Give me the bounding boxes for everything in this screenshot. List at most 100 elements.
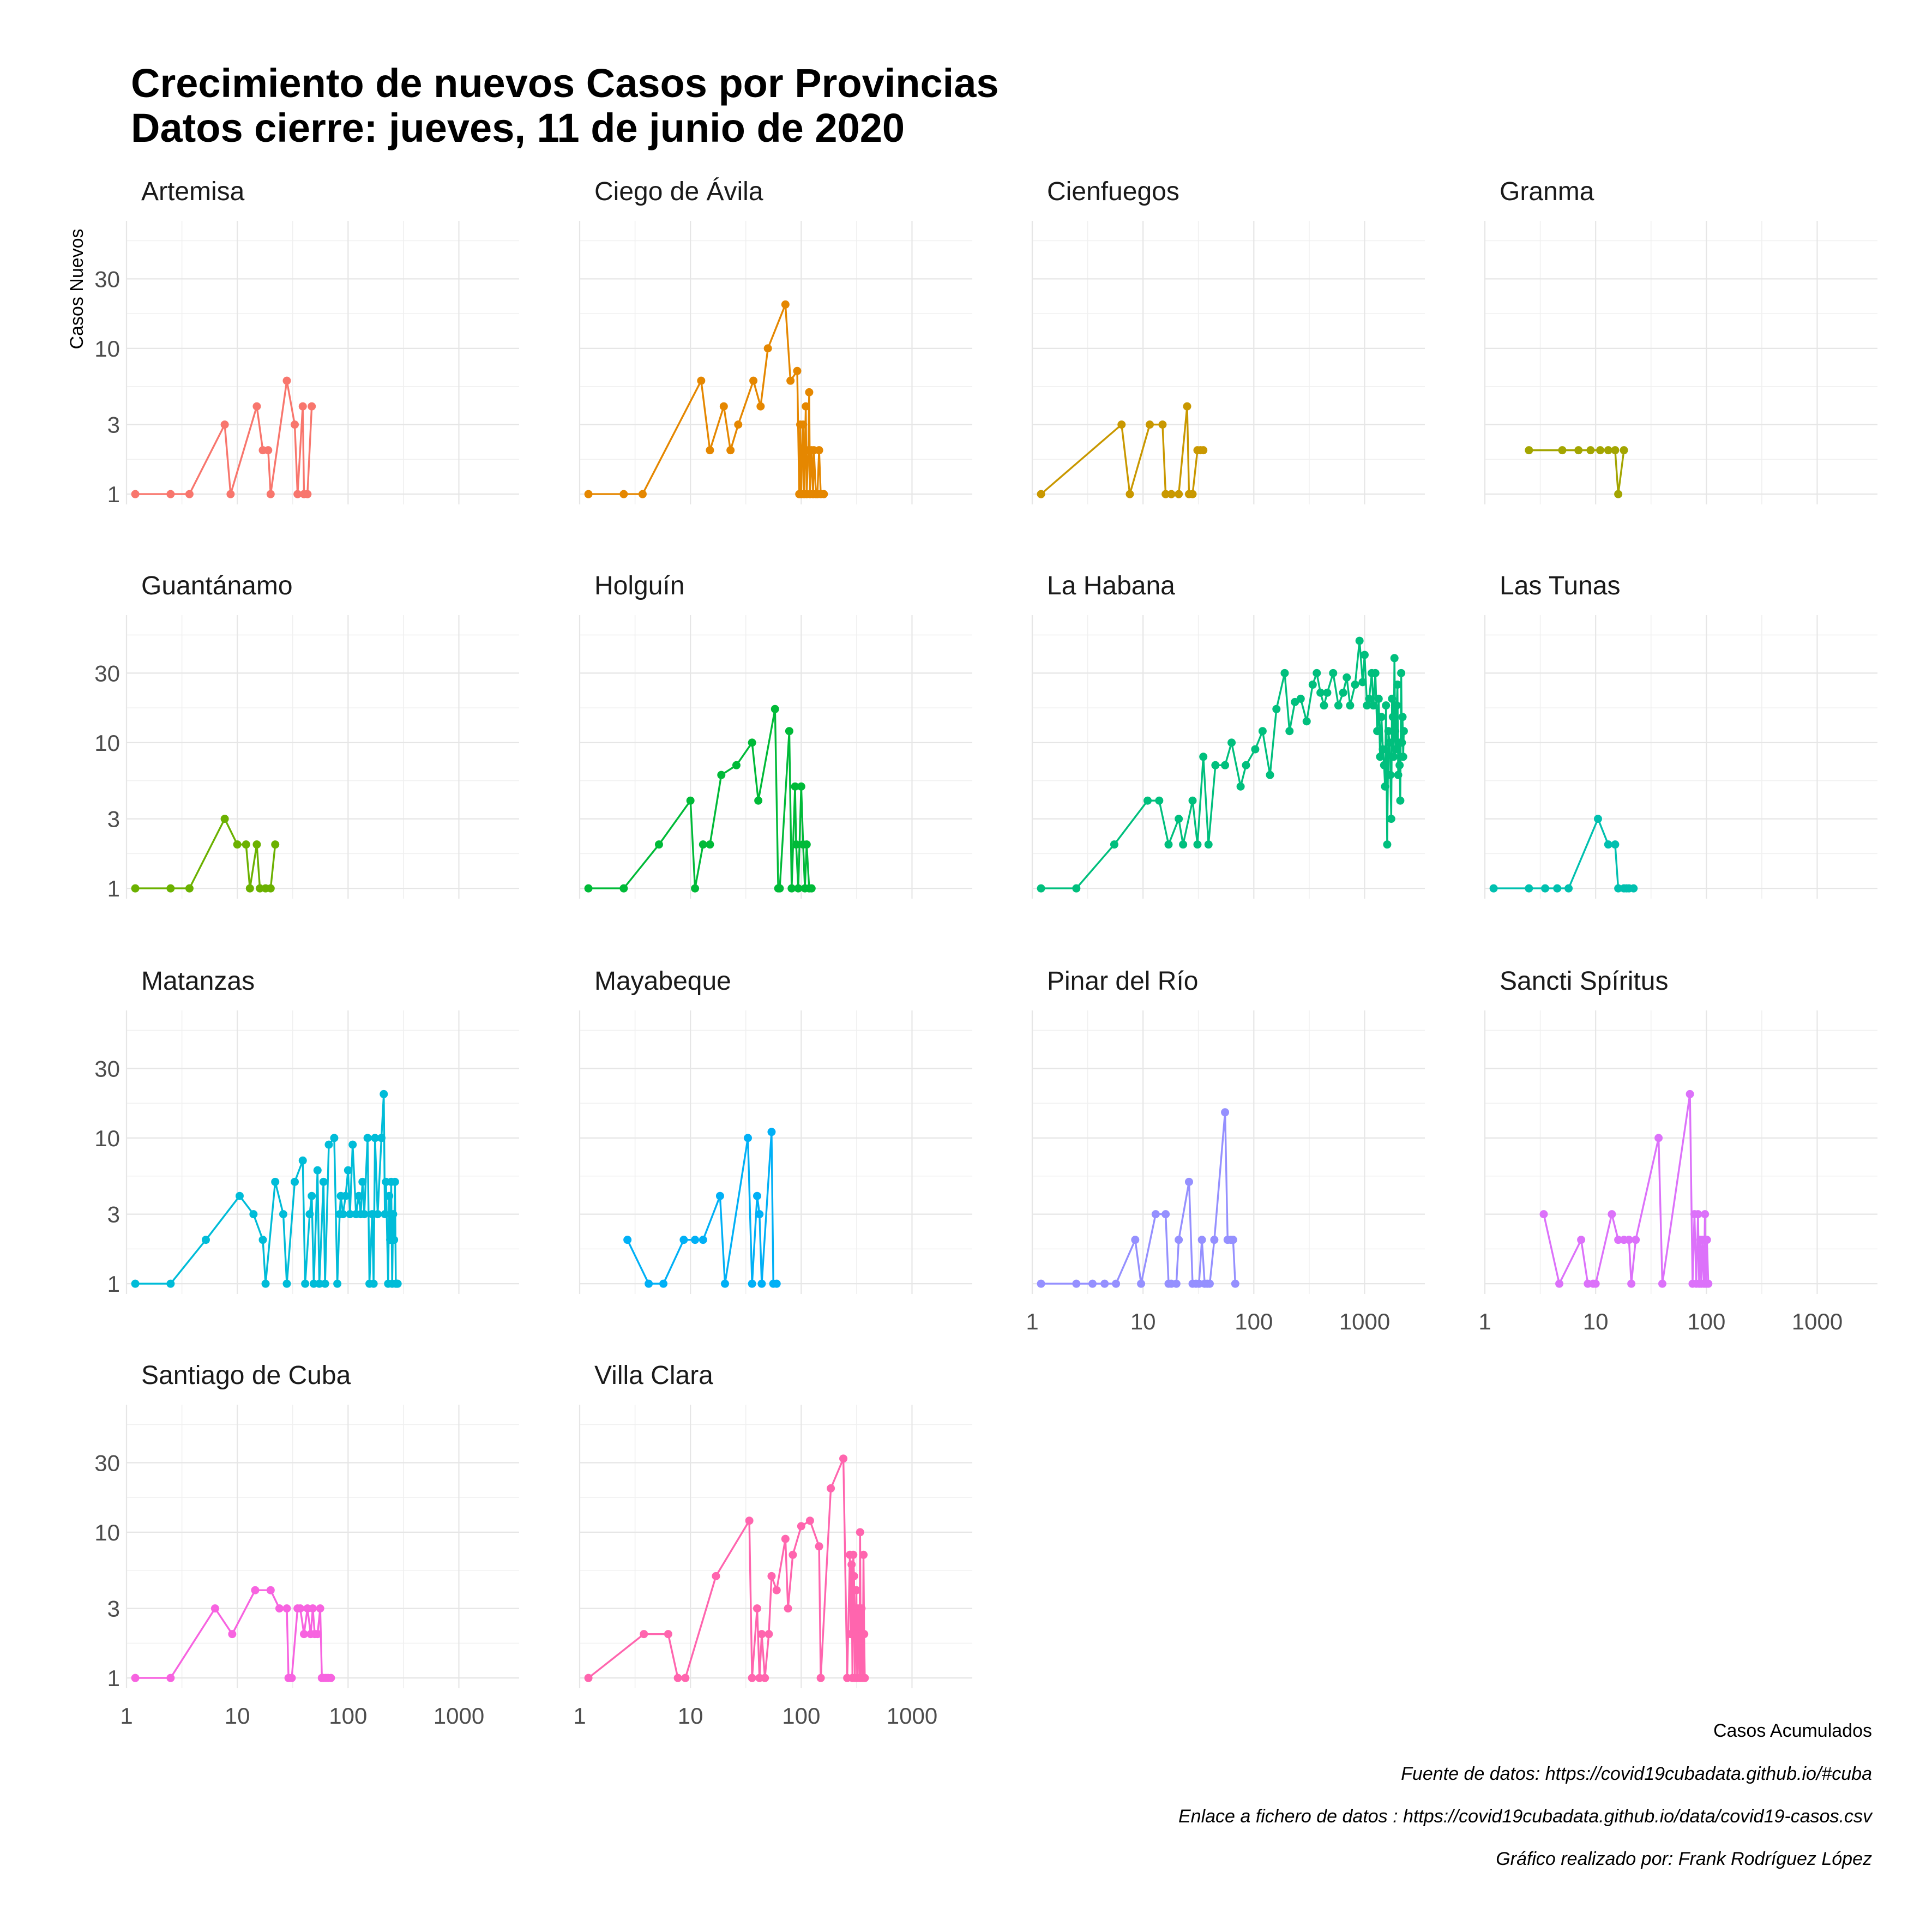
- data-point: [686, 796, 695, 805]
- data-point: [1701, 1210, 1710, 1219]
- data-point: [1614, 1236, 1623, 1244]
- data-point: [360, 1210, 369, 1219]
- x-tick-label: 1: [573, 1703, 586, 1729]
- data-point: [794, 884, 803, 893]
- series-line: [135, 380, 313, 495]
- data-point: [1343, 673, 1351, 682]
- data-point: [358, 1177, 367, 1186]
- data-point: [691, 884, 700, 893]
- data-point: [308, 402, 316, 411]
- data-point: [1593, 815, 1602, 823]
- data-point: [258, 1236, 267, 1244]
- data-point: [380, 1090, 388, 1098]
- data-point: [1258, 727, 1267, 736]
- series-line: [588, 1458, 866, 1679]
- panel-title: Mayabeque: [594, 967, 731, 996]
- panel-title: Cienfuegos: [1047, 177, 1179, 206]
- data-point: [381, 1210, 389, 1219]
- data-point: [802, 840, 811, 849]
- data-point: [266, 490, 275, 498]
- data-point: [1386, 771, 1395, 779]
- data-point: [1383, 840, 1392, 849]
- data-point: [786, 376, 795, 385]
- data-point: [301, 1279, 310, 1288]
- data-point: [1374, 694, 1383, 703]
- data-point: [1624, 1236, 1633, 1244]
- data-point: [369, 1279, 378, 1288]
- x-tick-label: 1: [120, 1703, 133, 1729]
- data-point: [1391, 727, 1400, 736]
- data-point: [313, 1630, 322, 1639]
- data-point: [789, 1550, 797, 1559]
- data-point: [1398, 738, 1406, 747]
- data-point: [1296, 694, 1305, 703]
- series-line: [135, 1093, 398, 1285]
- panel-title: Guantánamo: [141, 571, 293, 600]
- data-point: [1183, 402, 1191, 411]
- data-point: [1221, 761, 1230, 769]
- data-point: [1313, 669, 1321, 677]
- data-point: [1381, 782, 1389, 791]
- data-point: [699, 840, 707, 849]
- data-point: [1199, 446, 1208, 455]
- data-point: [1158, 420, 1167, 429]
- data-point: [1396, 796, 1405, 805]
- data-point: [235, 1191, 244, 1200]
- data-point: [1686, 1090, 1694, 1098]
- data-point: [374, 1210, 382, 1219]
- data-point: [619, 884, 628, 893]
- data-point: [619, 490, 628, 498]
- x-tick-label: 100: [1235, 1309, 1273, 1334]
- data-point: [784, 1604, 792, 1613]
- y-tick-label: 30: [94, 1056, 120, 1081]
- data-point: [1355, 636, 1364, 645]
- data-point: [757, 1630, 766, 1639]
- data-point: [1369, 701, 1378, 710]
- data-point: [264, 446, 273, 455]
- data-point: [792, 840, 801, 849]
- data-point: [1184, 1177, 1193, 1186]
- y-tick-label: 10: [94, 1126, 120, 1151]
- data-point: [1334, 701, 1343, 710]
- data-point: [242, 840, 250, 849]
- panel-matanzas: Matanzas 1 3 10 30: [94, 967, 519, 1297]
- data-point: [308, 1191, 316, 1200]
- data-point: [131, 490, 140, 498]
- data-point: [745, 1516, 754, 1525]
- panel-guantanamo: Guantánamo 1 3 10 30: [94, 571, 519, 901]
- data-point: [1380, 761, 1388, 769]
- data-point: [1620, 446, 1628, 455]
- data-point: [1393, 681, 1402, 689]
- data-point: [299, 1630, 308, 1639]
- data-point: [584, 884, 593, 893]
- data-point: [266, 884, 275, 893]
- data-point: [1385, 738, 1394, 747]
- data-point: [753, 1604, 761, 1613]
- data-point: [679, 1236, 688, 1244]
- data-point: [805, 1516, 814, 1525]
- data-point: [785, 727, 793, 736]
- data-point: [1388, 713, 1397, 721]
- data-point: [748, 738, 756, 747]
- data-point: [1164, 840, 1173, 849]
- data-point: [249, 1210, 258, 1219]
- data-point: [1205, 1279, 1214, 1288]
- y-tick-label: 1: [107, 1271, 120, 1297]
- data-point: [1382, 701, 1391, 710]
- panel-title: Matanzas: [141, 967, 255, 996]
- data-point: [1204, 840, 1213, 849]
- data-point: [1377, 713, 1386, 721]
- data-point: [251, 1586, 260, 1594]
- data-point: [321, 1279, 329, 1288]
- data-point: [1564, 884, 1573, 893]
- data-point: [787, 884, 796, 893]
- data-point: [1323, 688, 1332, 697]
- data-point: [706, 840, 714, 849]
- data-point: [1117, 420, 1126, 429]
- data-point: [847, 1560, 856, 1569]
- data-point: [131, 884, 140, 893]
- data-point: [309, 1604, 317, 1613]
- chart-title-line-1: Crecimiento de nuevos Casos por Provinci…: [131, 61, 999, 106]
- data-point: [341, 1191, 350, 1200]
- data-point: [706, 446, 714, 455]
